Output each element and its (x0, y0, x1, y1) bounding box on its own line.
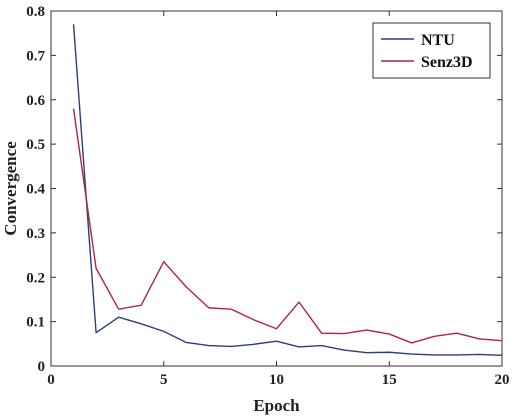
series-line-senz3d (72, 108, 503, 344)
y-tick-label: 0.2 (26, 270, 45, 286)
y-tick-label: 0.1 (26, 315, 45, 331)
y-tick-label: 0.3 (26, 226, 45, 242)
x-tick-label: 5 (160, 372, 168, 388)
x-tick-label: 10 (269, 372, 284, 388)
y-tick-label: 0.4 (26, 182, 45, 198)
x-tick-label: 15 (382, 372, 397, 388)
series-lines (72, 24, 503, 357)
x-tick-label: 0 (47, 372, 55, 388)
y-tick-label: 0.7 (26, 48, 45, 64)
y-tick-label: 0.5 (26, 137, 45, 153)
legend-label-ntu: NTU (421, 32, 455, 49)
x-axis-label: Epoch (253, 396, 300, 415)
legend: NTU Senz3D (372, 22, 491, 79)
series-line-ntu (72, 24, 503, 357)
y-tick-label: 0 (38, 359, 46, 375)
x-tick-label: 20 (495, 372, 510, 388)
y-tick-label: 0.8 (26, 4, 45, 20)
legend-box (372, 22, 491, 79)
axis-ticks: 0 5 10 15 20 0 0.1 0.2 0.3 0.4 0.5 0.6 0.7 0.8 (26, 4, 509, 388)
y-tick-label: 0.6 (26, 93, 45, 109)
legend-label-senz3d: Senz3D (421, 54, 473, 71)
y-axis-label: Convergence (1, 141, 20, 236)
